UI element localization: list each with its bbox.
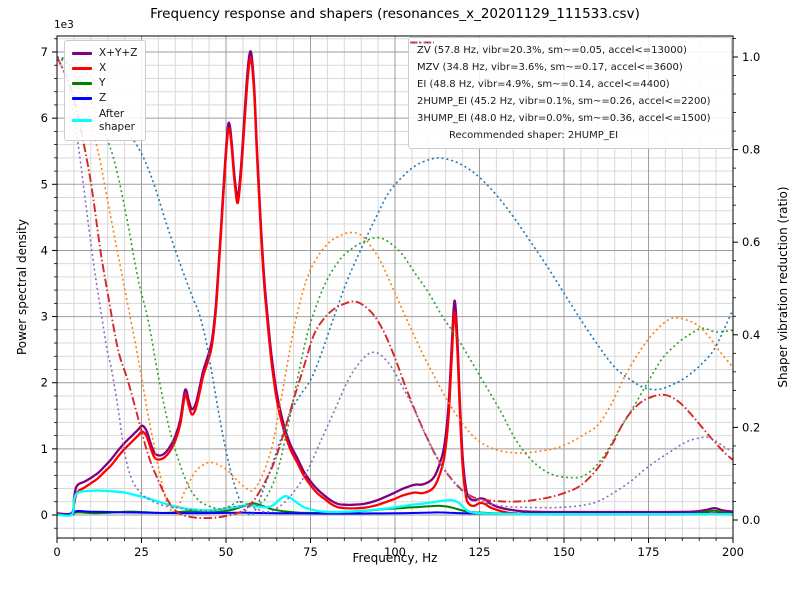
tick-label: 2 bbox=[41, 376, 48, 390]
legend-item-after: After shaper bbox=[72, 108, 137, 134]
tick-label: 0.2 bbox=[742, 420, 760, 434]
legend-item-x: X bbox=[72, 62, 137, 75]
tick-label: 25 bbox=[134, 545, 149, 559]
psd-curve-z bbox=[57, 509, 733, 516]
legend-item-label: 2HUMP_EI (45.2 Hz, vibr=0.1%, sm~=0.26, … bbox=[417, 96, 711, 107]
legend-item-3hump_ei: 3HUMP_EI (48.0 Hz, vibr=0.0%, sm~=0.36, … bbox=[410, 41, 723, 127]
tick-label: 0.8 bbox=[742, 143, 760, 157]
tick-label: 175 bbox=[638, 545, 660, 559]
legend-item-label: Z bbox=[99, 92, 107, 105]
tick-label: 0.6 bbox=[742, 235, 760, 249]
legend-item-x-y-z: X+Y+Z bbox=[72, 47, 137, 60]
tick-label: 50 bbox=[219, 545, 234, 559]
tick-label: 125 bbox=[469, 545, 491, 559]
x-axis-label: Frequency, Hz bbox=[352, 551, 438, 565]
legend-item-mzv: MZV (34.8 Hz, vibr=3.6%, sm~=0.17, accel… bbox=[410, 41, 723, 76]
legend-item-label: EI (48.8 Hz, vibr=4.9%, sm~=0.14, accel<… bbox=[417, 79, 670, 90]
shaper-curve-3hump_ei bbox=[57, 56, 733, 513]
legend-line-swatch bbox=[410, 41, 434, 44]
legend-item-label: Y bbox=[99, 77, 106, 90]
tick-label: 6 bbox=[41, 111, 48, 125]
legend-shapers: ZV (57.8 Hz, vibr=20.3%, sm~=0.05, accel… bbox=[408, 37, 732, 149]
curves bbox=[57, 50, 733, 520]
shaper-curve-zv bbox=[57, 56, 733, 516]
legend-item-label: After shaper bbox=[99, 107, 136, 133]
tick-label: 3 bbox=[41, 310, 48, 324]
grid-minor bbox=[57, 36, 733, 538]
legend-item-zv: ZV (57.8 Hz, vibr=20.3%, sm~=0.05, accel… bbox=[410, 41, 723, 59]
legend-item-label: 3HUMP_EI (48.0 Hz, vibr=0.0%, sm~=0.36, … bbox=[417, 113, 711, 124]
y-axis-label-right: Shaper vibration reduction (ratio) bbox=[776, 186, 790, 388]
legend-item-z: Z bbox=[72, 92, 137, 105]
psd-curve-after-shaper bbox=[57, 489, 733, 517]
y-axis-multiplier-label: 1e3 bbox=[54, 19, 74, 31]
tick-label: 200 bbox=[722, 545, 744, 559]
legend-line-swatch bbox=[72, 82, 92, 86]
tick-label: 1.0 bbox=[742, 50, 760, 64]
legend-item-label: MZV (34.8 Hz, vibr=3.6%, sm~=0.17, accel… bbox=[417, 62, 683, 73]
legend-line-swatch bbox=[72, 97, 92, 101]
legend-shaper-rows: ZV (57.8 Hz, vibr=20.3%, sm~=0.05, accel… bbox=[410, 41, 723, 127]
tick-label: 7 bbox=[41, 45, 48, 59]
tick-label: 75 bbox=[303, 545, 318, 559]
tick-label: 150 bbox=[553, 545, 575, 559]
shaper-curve-ei bbox=[57, 56, 733, 510]
tick-label: 100 bbox=[384, 545, 406, 559]
legend-line-swatch bbox=[72, 119, 92, 123]
ticks: 0 25 50 75 100 125 150 175 200 0 1 2 3 4 5 6 7 0.0 0.2 0.4 0… bbox=[41, 38, 760, 559]
tick-label: 0.4 bbox=[742, 328, 760, 342]
tick-label: 1 bbox=[41, 442, 48, 456]
legend-item-ei: EI (48.8 Hz, vibr=4.9%, sm~=0.14, accel<… bbox=[410, 41, 723, 93]
shaper-curve-2hump_ei bbox=[57, 56, 733, 520]
legend-item-label: X+Y+Z bbox=[99, 47, 138, 59]
psd-curve-x-y-z bbox=[57, 50, 733, 516]
legend-item-y: Y bbox=[72, 77, 137, 90]
legend-line-swatch bbox=[72, 52, 92, 56]
tick-label: 5 bbox=[41, 177, 48, 191]
psd-curve-x bbox=[57, 56, 733, 517]
chart-title: Frequency response and shapers (resonanc… bbox=[150, 6, 640, 22]
tick-label: 4 bbox=[41, 243, 48, 257]
tick-label: 0.0 bbox=[742, 513, 760, 527]
recommended-shaper-text: Recommended shaper: 2HUMP_EI bbox=[449, 130, 619, 141]
legend-data-series: X+Y+Z X Y Z After shaper bbox=[64, 40, 147, 141]
tick-label: 0 bbox=[53, 545, 60, 559]
legend-line-swatch bbox=[72, 67, 92, 71]
legend-item-2hump_ei: 2HUMP_EI (45.2 Hz, vibr=0.1%, sm~=0.26, … bbox=[410, 41, 723, 110]
tick-label: 0 bbox=[41, 508, 48, 522]
legend-item-label: ZV (57.8 Hz, vibr=20.3%, sm~=0.05, accel… bbox=[417, 45, 687, 56]
legend-item-label: X bbox=[99, 62, 107, 75]
y-axis-label-left: Power spectral density bbox=[15, 218, 29, 356]
